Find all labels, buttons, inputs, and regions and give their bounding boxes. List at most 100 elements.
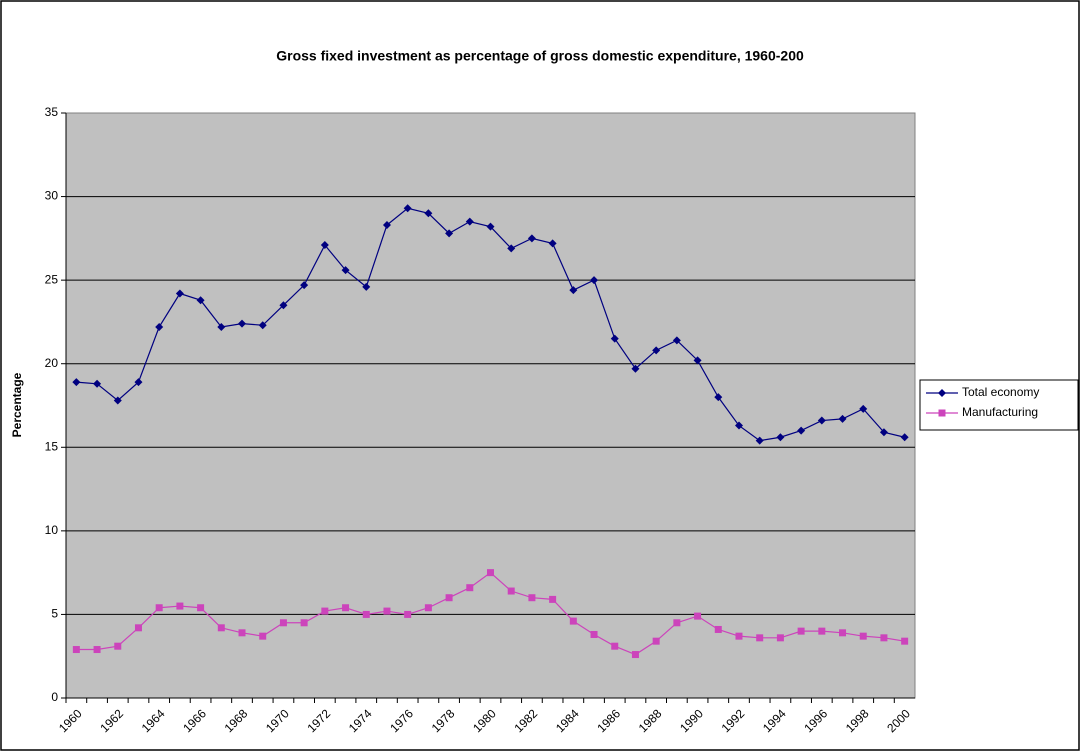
data-point [424,604,432,612]
data-point [466,584,474,592]
data-point [217,624,225,632]
data-point [465,217,474,226]
y-tick-label: 0 [51,690,58,704]
data-point [445,594,453,602]
data-point [259,632,267,640]
data-point [528,594,536,602]
data-point [879,428,888,437]
data-point [238,629,246,637]
data-point [279,301,288,310]
data-point [901,637,909,645]
data-point [197,604,205,612]
data-point [362,282,371,291]
data-point [859,404,868,413]
legend-label: Manufacturing [962,405,1038,419]
data-point [134,624,142,632]
data-point [797,627,805,635]
data-point [93,646,101,654]
data-point [404,610,412,618]
data-point [611,642,619,650]
data-point [300,281,309,290]
data-point [507,244,516,253]
data-point [507,587,515,595]
data-point [839,629,847,637]
data-point [175,289,184,298]
y-tick-label: 5 [51,607,58,621]
data-point [258,321,267,330]
data-point [342,604,350,612]
data-point [155,604,163,612]
data-point [569,617,577,625]
data-point [72,378,81,387]
data-point [548,239,557,248]
y-tick-label: 30 [45,189,59,203]
data-point [341,266,350,275]
data-point [714,625,722,633]
data-point [652,637,660,645]
data-point [818,627,826,635]
data-point [383,607,391,615]
data-point [838,414,847,423]
data-point [549,595,557,603]
data-point [487,569,494,577]
y-tick-label: 15 [45,439,59,453]
data-point [527,234,536,243]
data-point [797,426,806,435]
data-point [134,378,143,387]
data-point [673,619,681,627]
data-point [880,634,888,642]
data-point [714,393,723,402]
data-point [155,322,164,331]
data-point [321,607,329,615]
data-point [486,222,495,231]
data-point [114,642,122,650]
data-point [320,241,329,250]
data-point [859,632,867,640]
legend-marker [938,409,946,417]
y-tick-label: 25 [45,272,59,286]
data-point [403,204,412,213]
data-point [756,634,764,642]
data-point [279,619,287,627]
data-point [176,602,184,610]
y-tick-label: 10 [45,523,59,537]
data-point [362,610,370,618]
data-point [238,319,247,328]
data-point [72,646,80,654]
y-tick-label: 20 [45,356,59,370]
data-point [817,416,826,425]
data-point [93,379,102,388]
data-point [569,286,578,295]
data-point [776,634,784,642]
data-point [300,619,308,627]
data-point [610,334,619,343]
y-tick-label: 35 [45,105,59,119]
legend-box [919,379,1079,431]
data-point [590,630,598,638]
legend-label: Total economy [962,385,1039,399]
data-point [776,433,785,442]
data-point [217,322,226,331]
data-point [755,436,764,445]
data-point [900,433,909,442]
data-point [734,421,743,430]
data-point [652,346,661,355]
data-point [631,364,640,373]
data-point [196,296,205,305]
data-point [113,396,122,405]
data-point [631,651,639,659]
data-point [445,229,454,238]
data-point [672,336,681,345]
data-point [694,612,702,620]
data-point [424,209,433,218]
legend-marker [938,389,946,397]
y-axis-label: Percentage [10,372,24,437]
data-point [590,276,599,285]
chart-title: Gross fixed investment as percentage of … [276,48,804,64]
data-point [693,356,702,365]
data-point [735,632,743,640]
data-point [382,220,391,229]
plot-area [65,112,916,699]
